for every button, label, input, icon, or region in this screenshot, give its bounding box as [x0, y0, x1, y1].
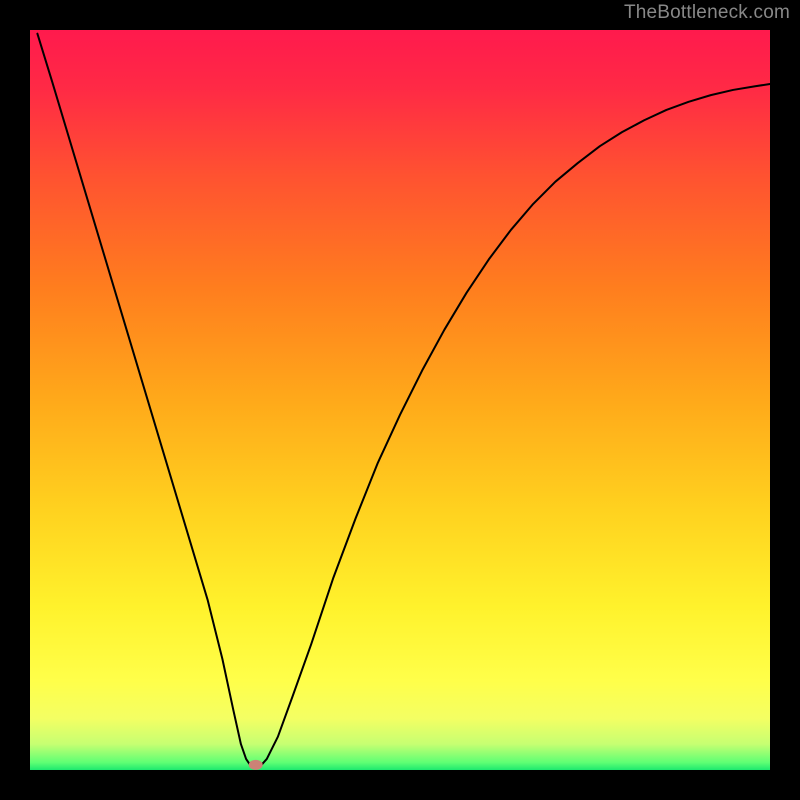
- chart-svg: [0, 0, 800, 800]
- bottleneck-chart: TheBottleneck.com: [0, 0, 800, 800]
- optimal-point-marker: [249, 760, 263, 770]
- plot-area: [30, 30, 770, 770]
- watermark-text: TheBottleneck.com: [624, 2, 790, 24]
